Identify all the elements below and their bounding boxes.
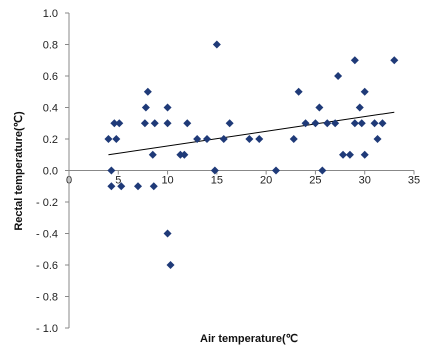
data-point (390, 56, 399, 65)
data-point (149, 182, 158, 191)
data-point (141, 103, 150, 112)
data-point (294, 87, 303, 96)
data-point (357, 119, 366, 128)
trend-line (108, 111, 395, 156)
data-point (107, 166, 116, 175)
data-point (163, 119, 172, 128)
y-tick-label: 0.6 (43, 71, 58, 83)
data-point (148, 150, 157, 159)
data-point (107, 182, 116, 191)
data-point (245, 135, 254, 143)
data-point (166, 261, 175, 269)
data-point (339, 150, 348, 159)
data-point (110, 119, 119, 128)
data-points (104, 40, 399, 269)
y-tick-label: 0.4 (43, 103, 58, 115)
data-point (373, 135, 382, 143)
x-tick-label: 35 (408, 175, 420, 187)
data-point (255, 135, 264, 143)
data-point (315, 103, 324, 112)
data-point (225, 119, 234, 128)
x-tick-label: 10 (161, 175, 173, 187)
x-tick-label: 20 (260, 175, 272, 187)
data-point (360, 150, 369, 159)
y-axis-title: Rectal temperature(℃) (13, 111, 25, 231)
x-axis-title: Air temperature(℃ (200, 333, 298, 345)
data-point (180, 150, 189, 159)
y-tick-label: - 0.8 (36, 292, 58, 304)
data-point (355, 103, 364, 112)
data-point (378, 119, 387, 128)
data-point (345, 150, 354, 159)
y-axis-tick-marks (65, 12, 69, 329)
y-tick-label: 0.0 (43, 166, 58, 178)
y-tick-label: - 1.0 (36, 323, 58, 335)
y-tick-label: - 0.4 (36, 229, 58, 241)
x-tick-label: 30 (359, 175, 371, 187)
data-point (289, 135, 298, 143)
data-point (334, 72, 343, 80)
y-axis-ticks: 1.0 0.8 0.6 0.4 0.2 0.0 - 0.2 - 0.4 - 0.6 - 0.8 - … (36, 8, 58, 335)
data-point (112, 135, 121, 143)
data-point (311, 119, 320, 128)
data-point (193, 135, 202, 143)
data-point (272, 166, 280, 175)
data-point (370, 119, 379, 128)
data-point (104, 135, 113, 143)
data-point (163, 103, 172, 112)
data-point (140, 119, 149, 128)
x-axis-tick-marks (68, 170, 415, 175)
data-point (163, 229, 172, 238)
data-point (323, 119, 332, 128)
data-point (203, 135, 211, 143)
data-point (150, 119, 159, 128)
y-tick-label: 1.0 (43, 8, 58, 20)
y-tick-label: - 0.6 (36, 260, 58, 272)
x-tick-label: 15 (211, 175, 223, 187)
data-point (350, 56, 359, 65)
y-tick-label: 0.2 (43, 134, 58, 146)
data-point (301, 119, 310, 128)
data-point (143, 87, 152, 96)
data-point (117, 182, 126, 191)
data-point (350, 119, 359, 128)
data-point (219, 135, 228, 143)
y-tick-label: - 0.2 (36, 197, 58, 209)
data-point (331, 119, 340, 128)
data-point (134, 182, 142, 191)
data-point (318, 166, 327, 175)
data-point (115, 119, 124, 128)
data-point (183, 119, 192, 128)
data-point (210, 166, 219, 175)
data-point (212, 40, 221, 49)
x-tick-label: 25 (309, 175, 321, 187)
data-point (360, 87, 369, 96)
x-tick-label: 5 (115, 175, 121, 187)
y-tick-label: 0.8 (43, 40, 58, 52)
